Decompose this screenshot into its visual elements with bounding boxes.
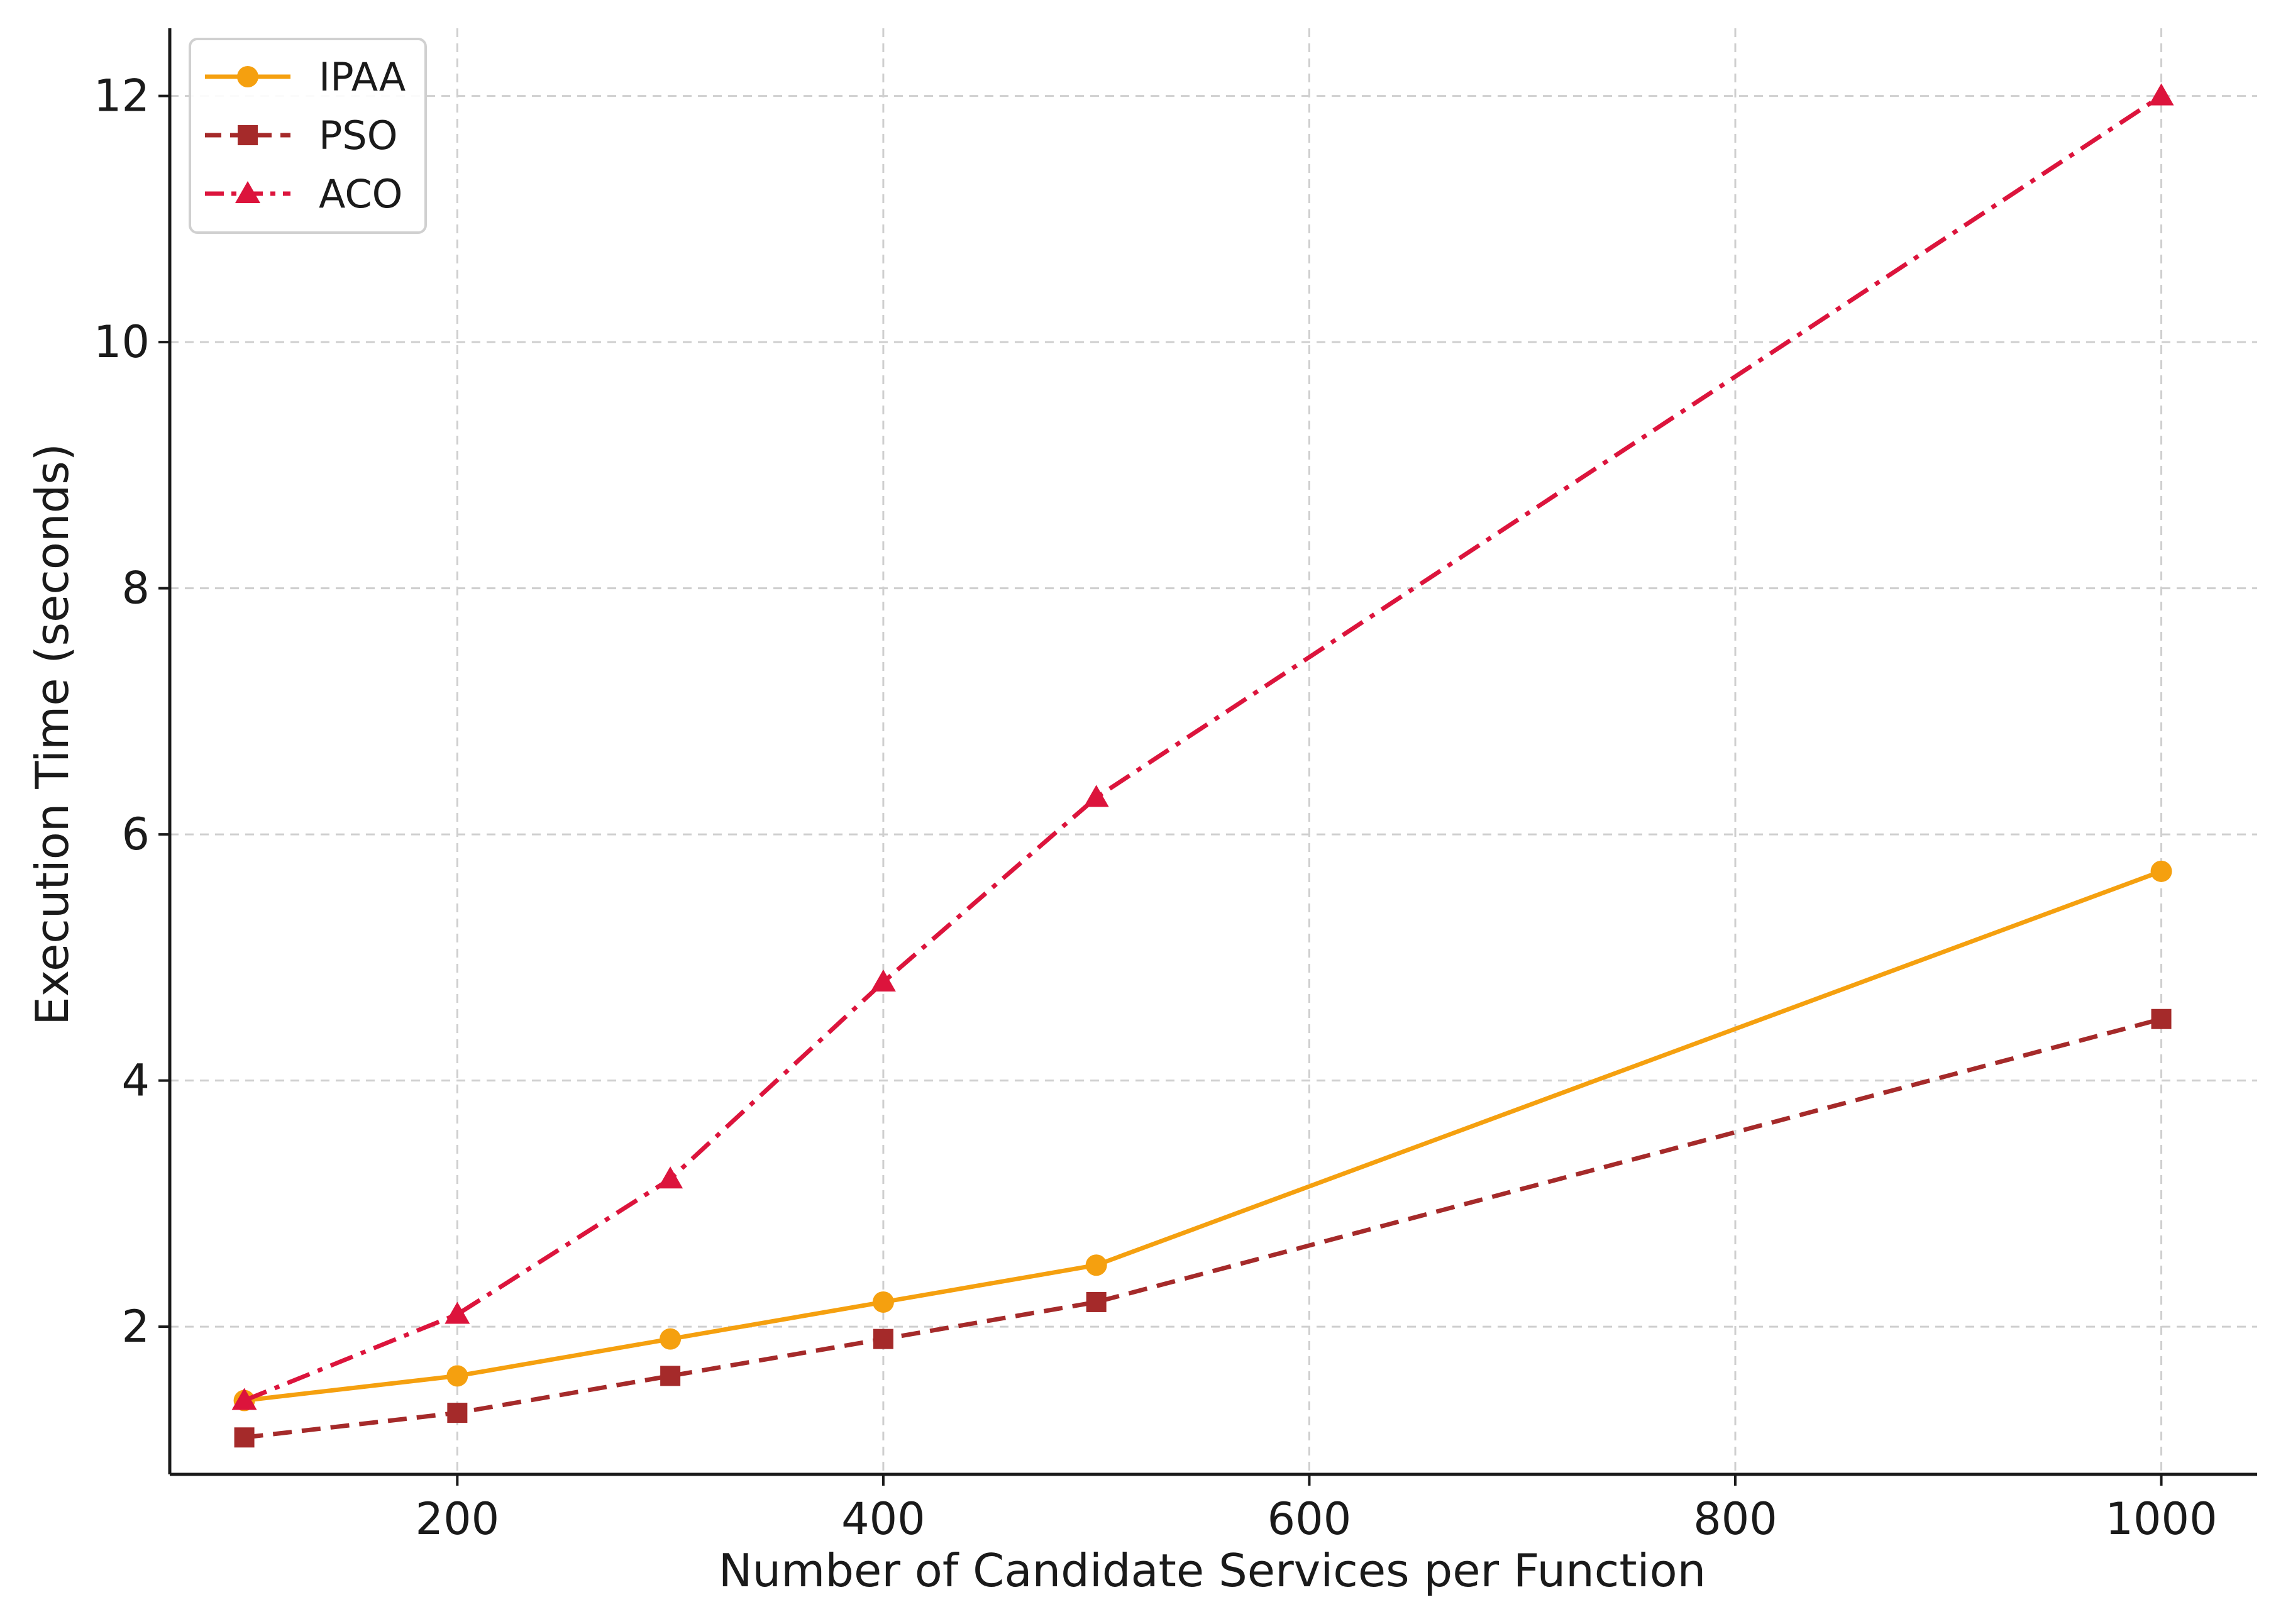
- x-tick-label: 1000: [2105, 1493, 2217, 1545]
- legend-label-ipaa: IPAA: [319, 54, 406, 100]
- y-tick-label: 4: [121, 1055, 150, 1107]
- x-tick-label: 200: [416, 1493, 500, 1545]
- series-pso: [234, 1008, 2172, 1448]
- y-axis-label: Execution Time (seconds): [26, 443, 79, 1025]
- x-tick-label: 400: [841, 1493, 925, 1545]
- series-aco: [231, 83, 2174, 1410]
- y-tick-label: 10: [94, 316, 150, 368]
- series-line-aco: [243, 94, 2163, 1403]
- data-point-aco: [445, 1301, 470, 1324]
- data-point-pso: [1086, 1291, 1107, 1312]
- data-point-aco: [870, 969, 896, 992]
- series-lines: [231, 83, 2174, 1448]
- legend-item-ipaa: IPAA: [205, 54, 406, 100]
- legend-label-pso: PSO: [319, 113, 398, 158]
- x-axis-label: Number of Candidate Services per Functio…: [719, 1544, 1706, 1597]
- series-ipaa: [233, 860, 2172, 1411]
- data-point-aco: [658, 1166, 683, 1189]
- series-line-ipaa: [244, 869, 2162, 1403]
- y-tick-label: 6: [121, 809, 150, 860]
- y-tick-label: 2: [121, 1301, 150, 1352]
- y-tick-label: 12: [94, 70, 150, 122]
- y-tick-label: 8: [121, 563, 150, 614]
- legend-marker-aco: [235, 181, 260, 203]
- tick-labels: 200 400 600 800 1000 2 4 6 8 10 12: [94, 70, 2218, 1545]
- legend-marker-ipaa: [237, 66, 258, 87]
- axes: [158, 28, 2257, 1486]
- legend-label-aco: ACO: [319, 171, 402, 217]
- legend-item-aco: ACO: [205, 171, 402, 217]
- data-point-ipaa: [446, 1365, 468, 1387]
- grid-lines: [170, 28, 2257, 1474]
- data-point-ipaa: [660, 1328, 682, 1350]
- data-point-ipaa: [872, 1291, 894, 1313]
- data-point-ipaa: [2150, 860, 2172, 882]
- series-line-pso: [244, 1017, 2162, 1440]
- data-point-aco: [2148, 83, 2174, 106]
- data-point-ipaa: [1085, 1254, 1107, 1276]
- data-point-aco: [231, 1388, 257, 1410]
- data-point-pso: [447, 1403, 468, 1423]
- data-point-pso: [660, 1366, 681, 1386]
- data-point-aco: [1083, 785, 1109, 807]
- legend-marker-pso: [238, 125, 258, 145]
- x-tick-label: 600: [1268, 1493, 1352, 1545]
- legend-item-pso: PSO: [205, 113, 398, 158]
- legend: IPAA PSO ACO: [189, 38, 427, 234]
- x-tick-label: 800: [1693, 1493, 1777, 1545]
- data-point-pso: [234, 1427, 255, 1448]
- data-point-pso: [873, 1328, 893, 1349]
- data-point-pso: [2151, 1008, 2172, 1029]
